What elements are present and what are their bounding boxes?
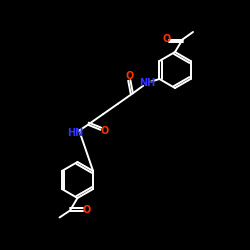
Text: NH: NH — [139, 78, 156, 88]
Text: O: O — [162, 34, 170, 44]
Text: O: O — [101, 126, 109, 136]
Text: HN: HN — [67, 128, 83, 138]
Text: O: O — [82, 205, 90, 215]
Text: O: O — [126, 71, 134, 81]
